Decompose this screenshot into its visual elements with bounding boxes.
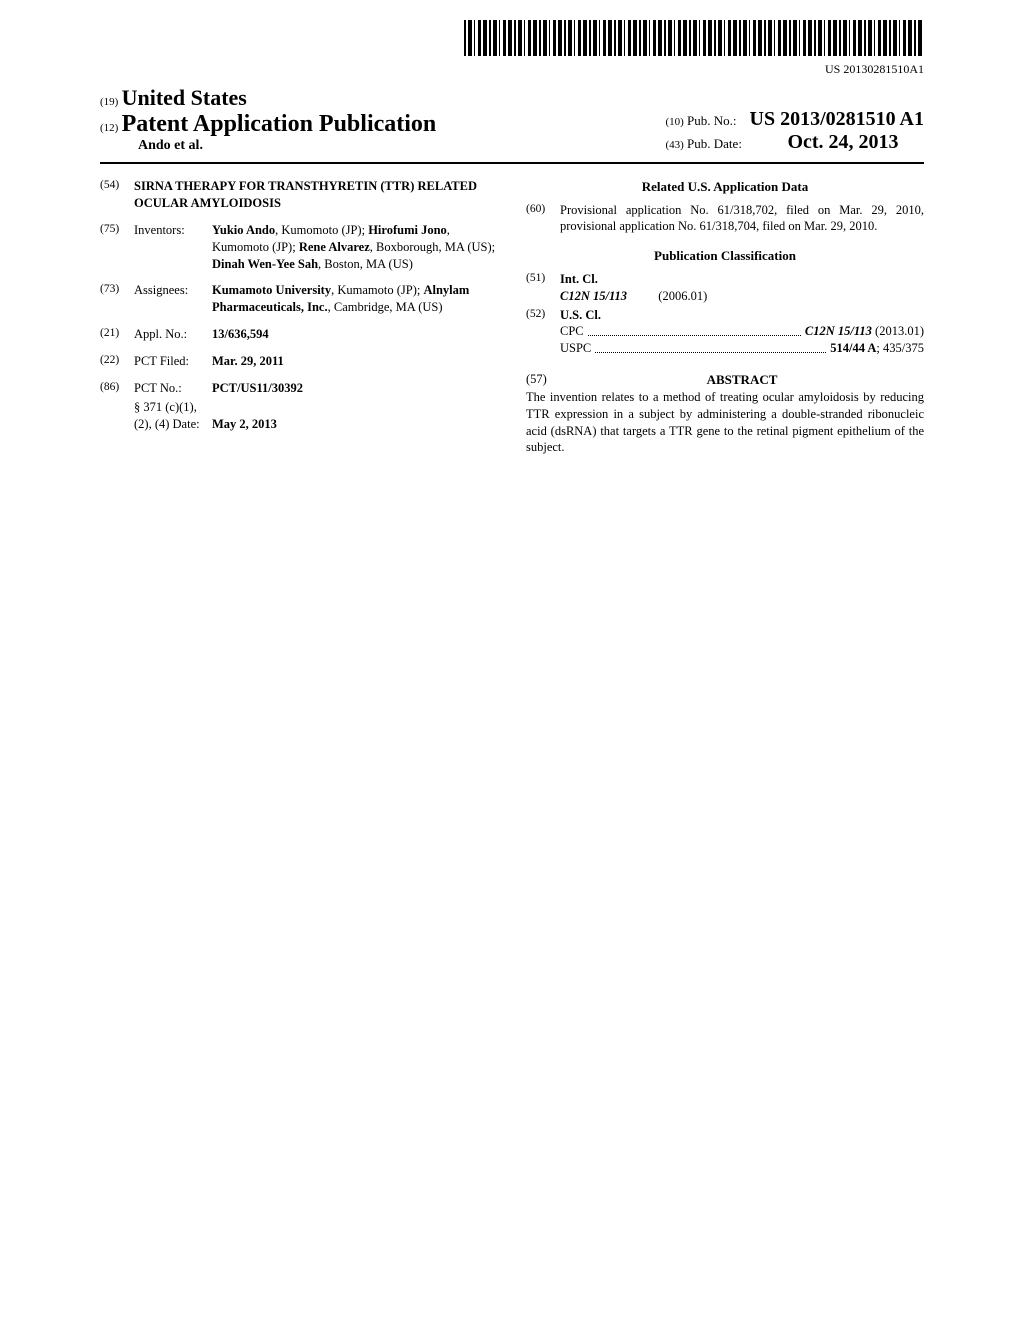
pctno-value: PCT/US11/30392: [212, 380, 498, 397]
abstract-text: The invention relates to a method of tre…: [526, 389, 924, 457]
uscl-field: (52) U.S. Cl.: [526, 307, 924, 324]
cpc-label: CPC: [560, 323, 584, 340]
pubdate-label: Pub. Date:: [687, 136, 742, 151]
abstract-block: (57) ABSTRACT The invention relates to a…: [526, 371, 924, 456]
inventor-loc: , Boxborough, MA (US);: [370, 240, 495, 254]
inventors-field: (75) Inventors: Yukio Ando, Kumomoto (JP…: [100, 222, 498, 273]
pubdate: Oct. 24, 2013: [787, 131, 898, 153]
assignee-loc: , Kumamoto (JP);: [331, 283, 423, 297]
pctfiled-label: PCT Filed:: [134, 353, 212, 370]
s371-label1: § 371 (c)(1),: [134, 399, 212, 416]
assignees-label: Assignees:: [134, 282, 212, 316]
provisional-field: (60) Provisional application No. 61/318,…: [526, 202, 924, 236]
inventor-loc: , Boston, MA (US): [318, 257, 413, 271]
intcl-label: Int. Cl.: [560, 272, 598, 286]
body-columns: (54) SIRNA THERAPY FOR TRANSTHYRETIN (TT…: [100, 178, 924, 456]
pubno-label: Pub. No.:: [687, 113, 736, 128]
inventor-name: Dinah Wen-Yee Sah: [212, 257, 318, 271]
cpc-line: CPC C12N 15/113 (2013.01): [560, 323, 924, 340]
uspc-value-rest: ; 435/375: [876, 341, 924, 355]
assignee-loc: , Cambridge, MA (US): [328, 300, 443, 314]
s371-label2: (2), (4) Date:: [134, 416, 212, 433]
inventor-name: Yukio Ando: [212, 223, 275, 237]
inventor-loc: , Kumomoto (JP);: [275, 223, 368, 237]
intcl-field: (51) Int. Cl.: [526, 271, 924, 288]
s371-date: May 2, 2013: [212, 416, 498, 433]
cpc-date: (2013.01): [872, 324, 924, 338]
dots: [595, 340, 826, 352]
uscl-label: U.S. Cl.: [560, 308, 601, 322]
title-field: (54) SIRNA THERAPY FOR TRANSTHYRETIN (TT…: [100, 178, 498, 212]
pubclass-heading: Publication Classification: [526, 247, 924, 265]
assignees-field: (73) Assignees: Kumamoto University, Kum…: [100, 282, 498, 316]
barcode-text: US 20130281510A1: [100, 62, 924, 77]
code-10: (10): [665, 116, 683, 128]
pctno-field: (86) PCT No.: PCT/US11/30392: [100, 380, 498, 397]
code-51: (51): [526, 271, 560, 288]
barcode-block: US 20130281510A1: [100, 20, 924, 77]
patent-page: US 20130281510A1 (19) United States (12)…: [0, 0, 1024, 496]
code-86: (86): [100, 380, 134, 397]
inventors-label: Inventors:: [134, 222, 212, 273]
applno-value: 13/636,594: [212, 326, 498, 343]
inventors-value: Yukio Ando, Kumomoto (JP); Hirofumi Jono…: [212, 222, 498, 273]
assignees-value: Kumamoto University, Kumamoto (JP); Alny…: [212, 282, 498, 316]
s371-field-line2: (2), (4) Date: May 2, 2013: [100, 416, 498, 433]
s371-field-line1: § 371 (c)(1),: [100, 399, 498, 416]
applno-field: (21) Appl. No.: 13/636,594: [100, 326, 498, 343]
code-73: (73): [100, 282, 134, 316]
provisional-text: Provisional application No. 61/318,702, …: [560, 202, 924, 236]
intcl-value-row: C12N 15/113 (2006.01): [526, 288, 924, 305]
code-54: (54): [100, 178, 134, 212]
uspc-line: USPC 514/44 A; 435/375: [560, 340, 924, 357]
abstract-heading: ABSTRACT: [560, 371, 924, 389]
code-43: (43): [665, 139, 683, 151]
code-21: (21): [100, 326, 134, 343]
author-line: Ando et al.: [138, 138, 436, 154]
inventor-name: Rene Alvarez: [299, 240, 370, 254]
applno-label: Appl. No.:: [134, 326, 212, 343]
divider: [100, 162, 924, 164]
uscl-values: CPC C12N 15/113 (2013.01) USPC 514/44 A;…: [560, 323, 924, 357]
pctfiled-field: (22) PCT Filed: Mar. 29, 2011: [100, 353, 498, 370]
pctfiled-value: Mar. 29, 2011: [212, 353, 498, 370]
patent-title: SIRNA THERAPY FOR TRANSTHYRETIN (TTR) RE…: [134, 178, 498, 212]
intcl-date: (2006.01): [658, 289, 707, 303]
pub-type: Patent Application Publication: [122, 111, 437, 137]
inventor-name: Hirofumi Jono: [368, 223, 447, 237]
pubno: US 2013/0281510 A1: [750, 108, 924, 130]
left-column: (54) SIRNA THERAPY FOR TRANSTHYRETIN (TT…: [100, 178, 498, 456]
right-column: Related U.S. Application Data (60) Provi…: [526, 178, 924, 456]
header-right: (10) Pub. No.: US 2013/0281510 A1 (43) P…: [665, 108, 924, 154]
header-left: (19) United States (12) Patent Applicati…: [100, 85, 436, 154]
uspc-value-bold: 514/44 A: [830, 341, 876, 355]
uspc-label: USPC: [560, 340, 591, 357]
barcode: [464, 20, 924, 56]
code-52: (52): [526, 307, 560, 324]
code-75: (75): [100, 222, 134, 273]
code-12: (12): [100, 122, 118, 134]
intcl-class: C12N 15/113: [560, 289, 627, 303]
code-57: (57): [526, 371, 560, 389]
related-heading: Related U.S. Application Data: [526, 178, 924, 196]
pctno-label: PCT No.:: [134, 380, 212, 397]
dots: [588, 323, 801, 335]
country: United States: [122, 85, 247, 110]
cpc-value: C12N 15/113: [805, 324, 872, 338]
code-60: (60): [526, 202, 560, 236]
header: (19) United States (12) Patent Applicati…: [100, 85, 924, 154]
code-19: (19): [100, 96, 118, 108]
code-22: (22): [100, 353, 134, 370]
assignee-name: Kumamoto University: [212, 283, 331, 297]
